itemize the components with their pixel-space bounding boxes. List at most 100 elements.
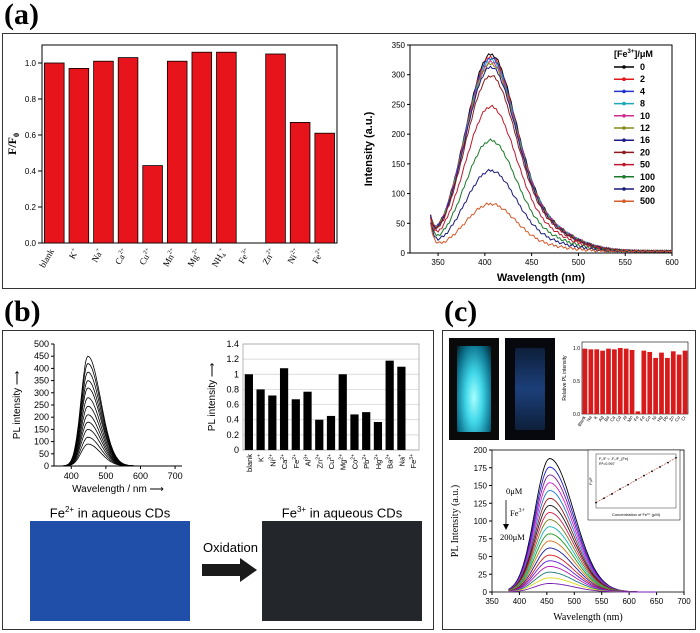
y-tick-label: 1 bbox=[234, 369, 239, 379]
legend-marker bbox=[622, 187, 626, 191]
legend-label: 500 bbox=[640, 196, 655, 206]
y-tick-label: 150 bbox=[474, 482, 488, 491]
bar bbox=[268, 395, 277, 450]
y-axis-label: Relative PL intensity bbox=[562, 355, 568, 401]
x-tick-label: 700 bbox=[677, 597, 691, 606]
x-tick-label: Zn2+ bbox=[260, 246, 277, 266]
y-tick-label: 200 bbox=[392, 130, 406, 139]
bar bbox=[582, 348, 588, 414]
bar bbox=[314, 132, 335, 244]
chart-b-line: 0 50 100 150 200 250 300 350 400 450 500 400 500 600 7… bbox=[12, 339, 183, 495]
y-tick-label: 1.2 bbox=[226, 354, 239, 364]
series-line bbox=[430, 168, 673, 253]
y-tick-label: 75 bbox=[478, 535, 487, 544]
y-tick-label: 0.6 bbox=[226, 400, 239, 410]
inset-point bbox=[659, 466, 661, 468]
y-tick-label: 0.6 bbox=[25, 131, 37, 140]
y-tick-label: 0.2 bbox=[226, 430, 239, 440]
x-tick-label: Ca2+ bbox=[113, 246, 130, 266]
bar bbox=[623, 348, 629, 414]
bar bbox=[635, 411, 641, 414]
bar bbox=[166, 60, 188, 244]
x-tick-label: Al3+ bbox=[304, 454, 313, 466]
x-tick-label: 600 bbox=[665, 258, 679, 267]
legend-marker bbox=[622, 77, 626, 81]
y-tick-label: 0 bbox=[401, 249, 406, 258]
x-tick-label: Cd bbox=[615, 415, 622, 423]
x-tick-label: 600 bbox=[133, 471, 148, 481]
y-tick-label: 350 bbox=[392, 41, 406, 50]
photo-fe3-label: Fe3+ in aqueous CDs bbox=[281, 505, 403, 521]
legend-marker bbox=[622, 138, 626, 142]
x-tick-label: Na+ bbox=[397, 454, 406, 467]
bar bbox=[385, 360, 394, 450]
y-tick-label: 100 bbox=[392, 190, 406, 199]
x-tick-label: 400 bbox=[478, 258, 492, 267]
x-tick-label: Zn2+ bbox=[315, 454, 324, 469]
y-tick-label: 1.0 bbox=[25, 59, 37, 68]
x-tick-label: Fe bbox=[639, 415, 646, 422]
x-tick-label: 700 bbox=[168, 471, 183, 481]
x-tick-label: Hg bbox=[656, 415, 663, 423]
x-tick-label: NH4+ bbox=[210, 246, 230, 269]
x-tick-label: 400 bbox=[64, 471, 79, 481]
x-tick-label: 500 bbox=[98, 471, 113, 481]
bar bbox=[629, 349, 635, 414]
x-tick-label: 650 bbox=[650, 597, 664, 606]
x-axis-label: Wavelength (nm) bbox=[553, 612, 622, 623]
bar bbox=[303, 391, 312, 450]
legend-label: 12 bbox=[640, 123, 650, 133]
legend-marker bbox=[622, 101, 626, 106]
y-tick-label: 0.8 bbox=[226, 384, 239, 394]
x-tick-label: Al bbox=[622, 415, 628, 421]
panel-label-b: (b) bbox=[4, 295, 41, 328]
inset-point bbox=[643, 474, 645, 477]
y-tick-label: 500 bbox=[34, 339, 49, 349]
bar bbox=[606, 348, 611, 414]
bar bbox=[600, 350, 605, 414]
y-tick-label: 150 bbox=[392, 160, 406, 169]
chart-c-line: 0 25 50 75 100 125 150 175 200 350 400 450 500 550 600… bbox=[450, 446, 691, 623]
y-tick-label: 450 bbox=[34, 351, 49, 361]
bar bbox=[191, 51, 213, 244]
x-tick-label: Co bbox=[644, 415, 651, 423]
photo-fe2-swatch bbox=[30, 521, 190, 621]
series-line bbox=[430, 75, 673, 253]
bar bbox=[279, 368, 289, 450]
bar bbox=[373, 421, 383, 450]
legend-marker bbox=[622, 199, 626, 203]
x-tick-label: Cu bbox=[674, 415, 681, 423]
annotation-ion: Fe3+ bbox=[510, 508, 526, 518]
photo-fe2-cds: Fe2+ in aqueous CDs bbox=[30, 505, 190, 623]
legend-marker bbox=[622, 162, 626, 167]
series-line bbox=[60, 443, 176, 467]
bar bbox=[653, 357, 658, 414]
legend-marker bbox=[622, 126, 626, 130]
x-tick-label: blank bbox=[37, 247, 56, 270]
y-tick-label: 100 bbox=[474, 517, 488, 526]
y-tick-label: 200 bbox=[474, 446, 488, 455]
photo-fe3-cds: Fe3+ in aqueous CDs bbox=[262, 505, 422, 623]
x-tick-label: Cr bbox=[680, 415, 687, 422]
x-tick-label: 550 bbox=[595, 597, 609, 606]
x-tick-label: Ca2+ bbox=[280, 454, 289, 469]
x-tick-label: K bbox=[593, 415, 599, 420]
legend-marker bbox=[622, 89, 626, 94]
x-tick-label: Ag bbox=[597, 415, 604, 423]
bar bbox=[397, 366, 406, 450]
y-tick-label: 0 bbox=[44, 461, 49, 471]
oxidation-label: Oxidation bbox=[203, 540, 258, 555]
y-tick-label: 100 bbox=[34, 437, 49, 447]
bar bbox=[641, 350, 647, 414]
legend-title: [Fe3+]/μM bbox=[614, 49, 653, 59]
inset-point bbox=[667, 461, 669, 464]
bar bbox=[256, 389, 265, 450]
y-tick-label: 0.4 bbox=[25, 167, 37, 176]
legend-label: 50 bbox=[640, 160, 650, 170]
inset-point bbox=[619, 488, 621, 490]
y-tick-label: 0 bbox=[234, 445, 239, 455]
inset-point bbox=[635, 479, 637, 481]
legend-label: 0 bbox=[640, 62, 645, 72]
legend-marker bbox=[622, 114, 626, 118]
annotation-arrowhead bbox=[503, 524, 509, 530]
